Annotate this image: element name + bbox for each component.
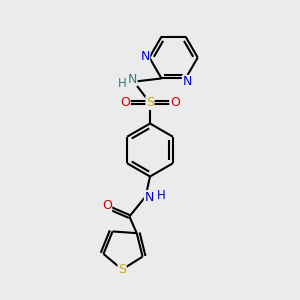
Text: H: H: [118, 77, 127, 90]
Text: O: O: [170, 96, 180, 110]
Text: N: N: [128, 73, 137, 86]
Text: S: S: [118, 263, 126, 276]
Text: O: O: [120, 96, 130, 110]
Text: S: S: [146, 96, 154, 110]
Text: H: H: [157, 189, 165, 202]
Text: N: N: [144, 190, 154, 204]
Text: O: O: [102, 200, 112, 212]
Text: N: N: [182, 76, 192, 88]
Text: N: N: [140, 50, 150, 63]
